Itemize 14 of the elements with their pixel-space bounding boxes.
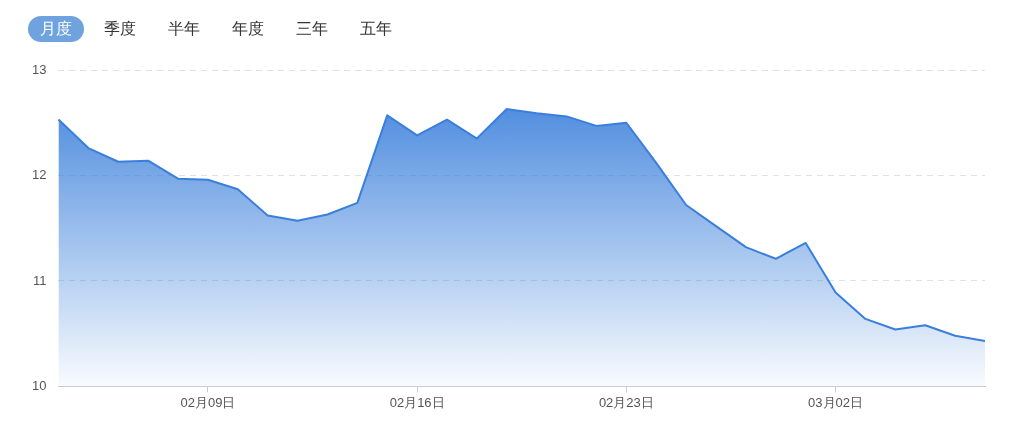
text: 季度 [103,18,137,40]
text: 半年 [167,18,201,40]
x-tick-label: 02月16日 [389,394,445,410]
y-tick-label: 13 [31,61,47,77]
text: 三年 [295,18,329,40]
y-tick-label: 10 [31,377,47,393]
x-tick-label: 03月02日 [808,394,864,410]
text: 月度 [28,16,84,42]
text: 五年 [359,18,393,40]
y-tick-label: 12 [31,167,47,183]
text: 年度 [231,18,265,40]
x-tick-label: 02月09日 [180,394,236,410]
x-tick-label: 02月23日 [598,394,654,410]
y-tick-label: 11 [32,272,47,288]
